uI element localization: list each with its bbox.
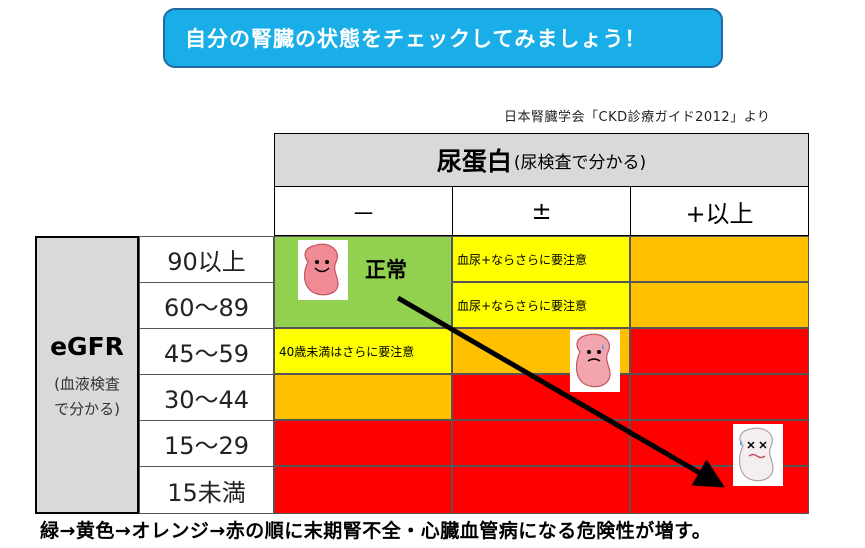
- risk-cell-red: [274, 466, 452, 514]
- row-label: 90以上: [139, 236, 274, 283]
- egfr-header: eGFR (血液検査 で分かる): [35, 236, 139, 514]
- risk-cell-yellow: 血尿+ならさらに要注意: [452, 236, 630, 282]
- risk-cell-orange: [630, 236, 809, 282]
- risk-cell-red: [452, 420, 630, 466]
- row-label: 60～89: [139, 282, 274, 329]
- protein-col-positive: +以上: [630, 186, 809, 236]
- banner-title: 自分の腎臓の状態をチェックしてみましょう！: [185, 27, 647, 51]
- risk-cell-red: [630, 328, 809, 374]
- risk-cell-orange: [630, 282, 809, 328]
- risk-cell-red: [630, 374, 809, 420]
- protein-title: 尿蛋白: [436, 147, 512, 176]
- col-label: ±: [531, 197, 552, 225]
- protein-col-trace: ±: [452, 186, 631, 236]
- hematuria-note: 血尿+ならさらに要注意: [457, 252, 588, 267]
- hematuria-note: 血尿+ならさらに要注意: [457, 298, 588, 313]
- row-label: 45～59: [139, 328, 274, 375]
- risk-cell-yellow: 40歳未満はさらに要注意: [274, 328, 452, 374]
- protein-col-negative: －: [274, 186, 453, 236]
- col-label: +以上: [685, 199, 754, 228]
- risk-cell-red: [452, 466, 630, 514]
- risk-cell-orange: [274, 374, 452, 420]
- risk-cell-red: [274, 420, 452, 466]
- egfr-sub2: で分かる): [54, 399, 120, 418]
- sick-kidney-icon: [733, 424, 783, 486]
- age-note: 40歳未満はさらに要注意: [279, 344, 415, 359]
- title-banner: 自分の腎臓の状態をチェックしてみましょう！: [163, 8, 723, 68]
- egfr-title: eGFR: [50, 331, 124, 361]
- egfr-sub1: (血液検査: [54, 374, 120, 393]
- footer-note: 緑→黄色→オレンジ→赤の順に末期腎不全・心臓血管病になる危険性が増す。: [40, 520, 712, 542]
- normal-label: 正常: [350, 254, 422, 284]
- row-label: 15未満: [139, 466, 274, 514]
- protein-header: 尿蛋白 (尿検査で分かる): [274, 133, 809, 187]
- row-label: 15～29: [139, 420, 274, 467]
- happy-kidney-icon: [298, 240, 348, 300]
- risk-cell-yellow: 血尿+ならさらに要注意: [452, 282, 630, 328]
- row-label: 30～44: [139, 374, 274, 421]
- source-citation: 日本腎臓学会「CKD診療ガイド2012」より: [504, 110, 771, 125]
- col-label: －: [351, 199, 376, 228]
- worried-kidney-icon: [570, 330, 620, 392]
- protein-subtitle: (尿検査で分かる): [513, 152, 647, 173]
